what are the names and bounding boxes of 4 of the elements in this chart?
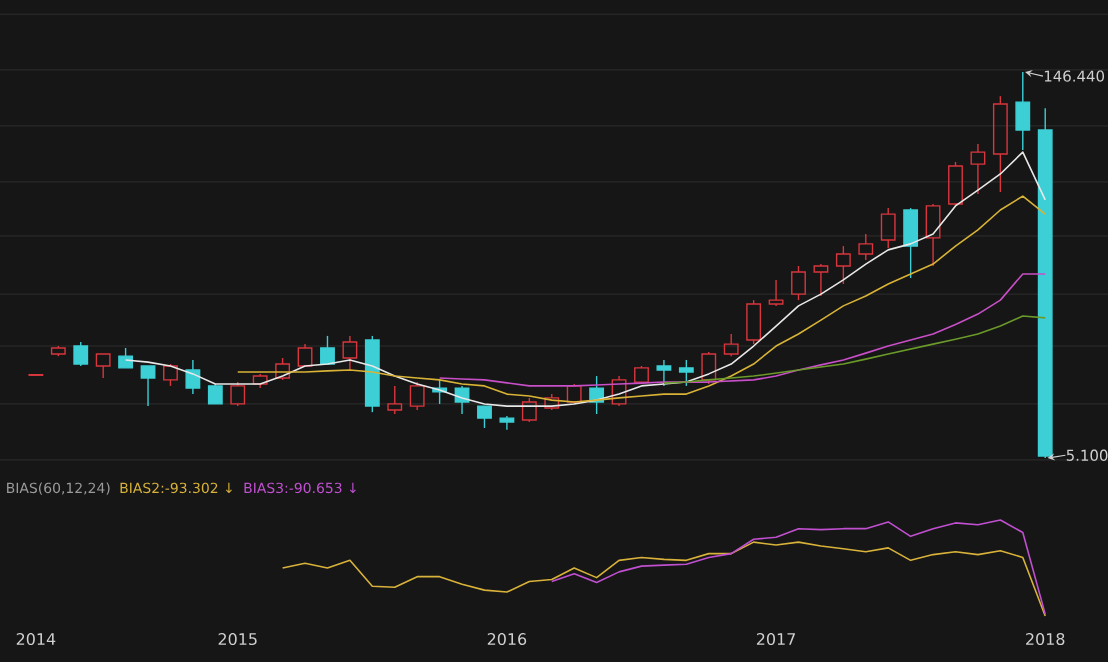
candlestick (656, 359, 672, 387)
candlestick (342, 335, 358, 371)
candlestick (185, 359, 201, 395)
candlestick (970, 143, 986, 195)
